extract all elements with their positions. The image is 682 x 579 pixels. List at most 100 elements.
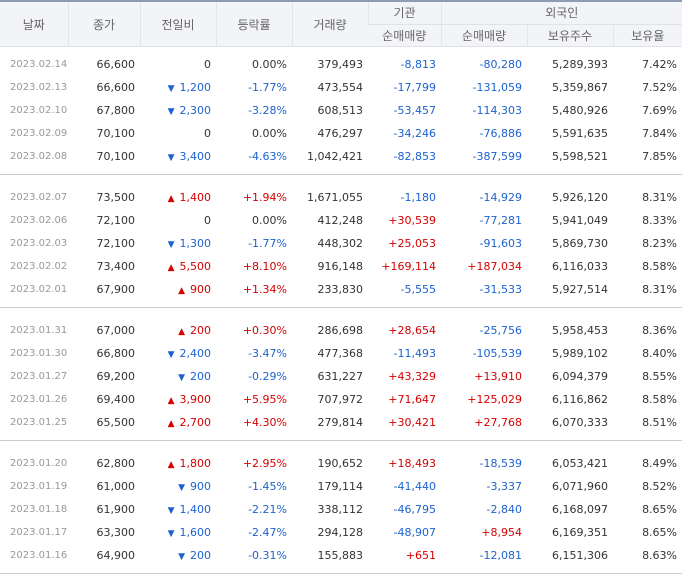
holdings-cell-value: 5,289,393 bbox=[552, 58, 608, 71]
header-rate: 등락률 bbox=[216, 1, 292, 47]
change-cell: ▲2,700 bbox=[140, 411, 216, 434]
ratio-cell: 8.52% bbox=[613, 475, 682, 498]
rate-cell-value: 0.00% bbox=[252, 58, 287, 71]
foreign-net-cell-value: +8,954 bbox=[481, 526, 522, 539]
date-cell-value: 2023.02.02 bbox=[10, 261, 67, 272]
date-cell: 2023.02.13 bbox=[0, 76, 68, 99]
change-cell-value: 200 bbox=[190, 370, 211, 383]
foreign-net-cell: -77,281 bbox=[441, 209, 527, 232]
volume-cell: 476,297 bbox=[292, 122, 368, 145]
change-cell-value: 900 bbox=[190, 480, 211, 493]
down-arrow-icon: ▼ bbox=[168, 107, 175, 117]
volume-cell: 473,554 bbox=[292, 76, 368, 99]
foreign-net-cell-value: -387,599 bbox=[473, 150, 522, 163]
change-cell-value: 0 bbox=[204, 214, 211, 227]
holdings-cell-value: 6,169,351 bbox=[552, 526, 608, 539]
inst-net-cell-value: +169,114 bbox=[381, 260, 436, 273]
rate-cell-value: -0.29% bbox=[248, 370, 287, 383]
date-cell: 2023.01.20 bbox=[0, 452, 68, 475]
inst-net-cell-value: +25,053 bbox=[388, 237, 436, 250]
volume-cell: 448,302 bbox=[292, 232, 368, 255]
header-change: 전일비 bbox=[140, 1, 216, 47]
change-cell-value: 200 bbox=[190, 324, 211, 337]
rate-cell-value: -2.21% bbox=[248, 503, 287, 516]
inst-net-cell-value: -82,853 bbox=[394, 150, 436, 163]
header-foreign: 외국인 bbox=[441, 1, 682, 24]
group-divider bbox=[0, 301, 682, 313]
ratio-cell-value: 7.52% bbox=[642, 81, 677, 94]
ratio-cell: 8.40% bbox=[613, 342, 682, 365]
ratio-cell: 8.31% bbox=[613, 186, 682, 209]
foreign-net-cell: +13,910 bbox=[441, 365, 527, 388]
rate-cell-value: -1.45% bbox=[248, 480, 287, 493]
inst-net-cell: +43,329 bbox=[368, 365, 441, 388]
ratio-cell-value: 7.69% bbox=[642, 104, 677, 117]
close-cell-value: 62,800 bbox=[97, 457, 136, 470]
rate-cell-value: -3.28% bbox=[248, 104, 287, 117]
volume-cell: 608,513 bbox=[292, 99, 368, 122]
volume-cell-value: 477,368 bbox=[318, 347, 364, 360]
holdings-cell: 5,591,635 bbox=[527, 122, 613, 145]
foreign-net-cell-value: -76,886 bbox=[480, 127, 522, 140]
foreign-net-cell-value: -131,059 bbox=[473, 81, 522, 94]
rate-cell: 0.00% bbox=[216, 209, 292, 232]
ratio-cell-value: 8.49% bbox=[642, 457, 677, 470]
date-cell-value: 2023.02.06 bbox=[10, 215, 67, 226]
rate-cell-value: -2.47% bbox=[248, 526, 287, 539]
holdings-cell-value: 5,359,867 bbox=[552, 81, 608, 94]
close-cell-value: 69,200 bbox=[97, 370, 136, 383]
holdings-cell: 6,116,862 bbox=[527, 388, 613, 411]
inst-net-cell-value: +30,421 bbox=[388, 416, 436, 429]
foreign-net-cell-value: -18,539 bbox=[480, 457, 522, 470]
change-cell-value: 3,400 bbox=[180, 150, 212, 163]
close-cell: 69,400 bbox=[68, 388, 140, 411]
inst-net-cell: -82,853 bbox=[368, 145, 441, 168]
holdings-cell-value: 6,116,033 bbox=[552, 260, 608, 273]
volume-cell: 279,814 bbox=[292, 411, 368, 434]
change-cell: ▲1,800 bbox=[140, 452, 216, 475]
inst-net-cell: -1,180 bbox=[368, 186, 441, 209]
change-cell-value: 5,500 bbox=[180, 260, 212, 273]
close-cell-value: 64,900 bbox=[97, 549, 136, 562]
inst-net-cell-value: +18,493 bbox=[388, 457, 436, 470]
holdings-cell: 5,989,102 bbox=[527, 342, 613, 365]
inst-net-cell-value: +28,654 bbox=[388, 324, 436, 337]
rate-cell: -3.28% bbox=[216, 99, 292, 122]
inst-net-cell: -17,799 bbox=[368, 76, 441, 99]
rate-cell: -1.77% bbox=[216, 232, 292, 255]
date-cell: 2023.02.08 bbox=[0, 145, 68, 168]
change-cell: ▼1,600 bbox=[140, 521, 216, 544]
ratio-cell-value: 8.33% bbox=[642, 214, 677, 227]
close-cell: 73,400 bbox=[68, 255, 140, 278]
ratio-cell: 8.65% bbox=[613, 498, 682, 521]
ratio-cell: 8.55% bbox=[613, 365, 682, 388]
holdings-cell-value: 6,053,421 bbox=[552, 457, 608, 470]
holdings-cell: 6,116,033 bbox=[527, 255, 613, 278]
header-inst-net: 순매매량 bbox=[368, 24, 441, 47]
volume-cell: 179,114 bbox=[292, 475, 368, 498]
down-arrow-icon: ▼ bbox=[178, 483, 185, 493]
holdings-cell: 6,071,960 bbox=[527, 475, 613, 498]
ratio-cell: 7.52% bbox=[613, 76, 682, 99]
date-cell-value: 2023.01.25 bbox=[10, 417, 67, 428]
foreign-net-cell-value: -31,533 bbox=[480, 283, 522, 296]
inst-net-cell-value: -17,799 bbox=[394, 81, 436, 94]
change-cell-value: 1,800 bbox=[180, 457, 212, 470]
ratio-cell-value: 8.36% bbox=[642, 324, 677, 337]
date-cell-value: 2023.02.01 bbox=[10, 284, 67, 295]
volume-cell-value: 412,248 bbox=[318, 214, 364, 227]
date-cell: 2023.01.30 bbox=[0, 342, 68, 365]
ratio-cell: 8.65% bbox=[613, 521, 682, 544]
down-arrow-icon: ▼ bbox=[178, 373, 185, 383]
holdings-cell-value: 6,071,960 bbox=[552, 480, 608, 493]
volume-cell-value: 707,972 bbox=[318, 393, 364, 406]
close-cell-value: 67,800 bbox=[97, 104, 136, 117]
holdings-cell-value: 6,116,862 bbox=[552, 393, 608, 406]
holdings-cell-value: 5,591,635 bbox=[552, 127, 608, 140]
inst-net-cell: -46,795 bbox=[368, 498, 441, 521]
ratio-cell-value: 7.42% bbox=[642, 58, 677, 71]
rate-cell: -0.29% bbox=[216, 365, 292, 388]
close-cell: 67,900 bbox=[68, 278, 140, 301]
